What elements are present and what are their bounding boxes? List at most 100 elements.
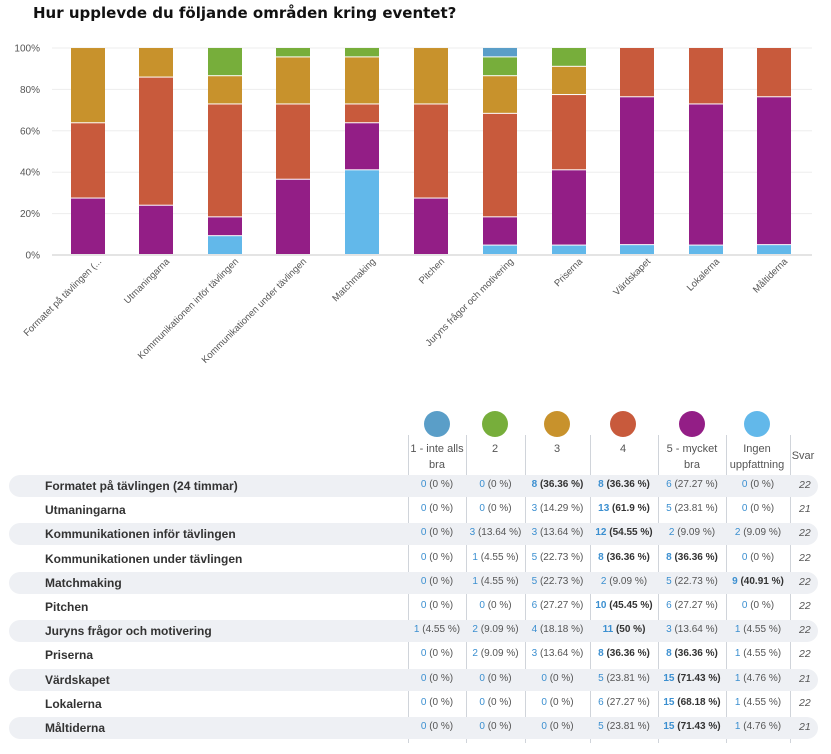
bar-segment[interactable] xyxy=(483,113,517,217)
bar-segment[interactable] xyxy=(620,245,654,254)
bar-segment[interactable] xyxy=(483,217,517,245)
cell-count[interactable]: 12 xyxy=(595,527,607,539)
cell-count[interactable]: 0 xyxy=(479,600,485,611)
bar-segment[interactable] xyxy=(483,245,517,254)
bar-segment[interactable] xyxy=(757,48,791,97)
cell-count[interactable]: 2 xyxy=(472,648,478,660)
bar-segment[interactable] xyxy=(139,77,173,205)
bar-segment[interactable] xyxy=(71,48,105,123)
bar-segment[interactable] xyxy=(345,170,379,254)
cell-count[interactable]: 5 xyxy=(666,503,672,515)
cell-count[interactable]: 2 xyxy=(668,527,675,539)
cell-count[interactable]: 1 xyxy=(734,624,741,636)
cell-count[interactable]: 11 xyxy=(602,624,614,636)
bar-segment[interactable] xyxy=(552,170,586,245)
bar-segment[interactable] xyxy=(552,66,586,95)
cell-count[interactable]: 0 xyxy=(741,600,748,611)
cell-count[interactable]: 0 xyxy=(420,648,427,660)
bar-segment[interactable] xyxy=(552,95,586,170)
cell-count[interactable]: 3 xyxy=(531,527,538,539)
cell-count[interactable]: 2 xyxy=(472,624,478,636)
bar-segment[interactable] xyxy=(345,47,379,57)
bar-segment[interactable] xyxy=(689,48,723,104)
cell-count[interactable]: 1 xyxy=(734,648,741,660)
cell-count[interactable]: 1 xyxy=(472,551,478,563)
cell-count[interactable]: 0 xyxy=(479,479,485,490)
bar-segment[interactable] xyxy=(208,76,242,104)
cell-count[interactable]: 1 xyxy=(472,575,478,587)
cell-count[interactable]: 6 xyxy=(531,600,538,611)
bar-segment[interactable] xyxy=(276,57,310,104)
cell-count[interactable]: 0 xyxy=(420,479,427,490)
bar-segment[interactable] xyxy=(71,123,105,198)
bar-segment[interactable] xyxy=(208,47,242,76)
bar-segment[interactable] xyxy=(757,245,791,254)
cell-count[interactable]: 2 xyxy=(734,527,741,539)
cell-count[interactable]: 0 xyxy=(420,527,427,539)
cell-count[interactable]: 15 xyxy=(663,672,675,684)
cell-count[interactable]: 0 xyxy=(479,721,485,732)
cell-count[interactable]: 15 xyxy=(663,696,675,708)
cell-count[interactable]: 1 xyxy=(734,672,741,684)
cell-count[interactable]: 13 xyxy=(598,503,610,515)
cell-count[interactable]: 2 xyxy=(600,575,607,587)
bar-segment[interactable] xyxy=(414,198,448,254)
cell-count[interactable]: 6 xyxy=(666,600,672,611)
cell-count[interactable]: 0 xyxy=(541,696,547,708)
cell-count[interactable]: 15 xyxy=(663,721,675,732)
bar-segment[interactable] xyxy=(689,245,723,254)
cell-count[interactable]: 3 xyxy=(469,527,476,539)
cell-count[interactable]: 0 xyxy=(420,600,427,611)
cell-count[interactable]: 0 xyxy=(741,551,748,563)
cell-count[interactable]: 3 xyxy=(531,648,538,660)
bar-segment[interactable] xyxy=(345,104,379,123)
cell-count[interactable]: 5 xyxy=(598,721,604,732)
cell-count[interactable]: 1 xyxy=(413,624,420,636)
cell-count[interactable]: 0 xyxy=(420,672,427,684)
cell-count[interactable]: 10 xyxy=(595,600,607,611)
cell-count[interactable]: 3 xyxy=(666,624,672,636)
cell-count[interactable]: 0 xyxy=(541,672,547,684)
bar-segment[interactable] xyxy=(276,104,310,179)
bar-segment[interactable] xyxy=(345,123,379,170)
bar-segment[interactable] xyxy=(689,104,723,245)
cell-count[interactable]: 6 xyxy=(666,479,672,490)
cell-count[interactable]: 0 xyxy=(541,721,547,732)
cell-count[interactable]: 6 xyxy=(598,696,604,708)
bar-segment[interactable] xyxy=(757,97,791,245)
cell-count[interactable]: 0 xyxy=(420,696,427,708)
cell-count[interactable]: 0 xyxy=(420,721,427,732)
cell-count[interactable]: 0 xyxy=(420,551,427,563)
bar-segment[interactable] xyxy=(620,97,654,245)
cell-count[interactable]: 0 xyxy=(420,575,427,587)
cell-count[interactable]: 0 xyxy=(741,503,748,515)
cell-count[interactable]: 0 xyxy=(479,503,485,515)
bar-segment[interactable] xyxy=(139,48,173,77)
bar-segment[interactable] xyxy=(483,47,517,57)
bar-segment[interactable] xyxy=(414,48,448,104)
bar-segment[interactable] xyxy=(483,57,517,76)
bar-segment[interactable] xyxy=(552,245,586,254)
cell-count[interactable]: 0 xyxy=(741,479,748,490)
cell-count[interactable]: 0 xyxy=(420,503,427,515)
cell-count[interactable]: 8 xyxy=(598,551,604,563)
cell-count[interactable]: 8 xyxy=(666,648,672,660)
bar-segment[interactable] xyxy=(276,48,310,57)
bar-segment[interactable] xyxy=(552,48,586,66)
cell-count[interactable]: 1 xyxy=(734,721,741,732)
cell-count[interactable]: 8 xyxy=(598,648,604,660)
bar-segment[interactable] xyxy=(139,205,173,254)
cell-count[interactable]: 3 xyxy=(531,503,538,515)
cell-count[interactable]: 0 xyxy=(479,696,485,708)
cell-count[interactable]: 5 xyxy=(666,575,672,587)
cell-count[interactable]: 5 xyxy=(531,551,538,563)
bar-segment[interactable] xyxy=(276,179,310,254)
cell-count[interactable]: 4 xyxy=(531,624,538,636)
cell-count[interactable]: 8 xyxy=(666,551,672,563)
cell-count[interactable]: 5 xyxy=(531,575,538,587)
cell-count[interactable]: 8 xyxy=(598,479,604,490)
bar-segment[interactable] xyxy=(483,76,517,113)
bar-segment[interactable] xyxy=(208,104,242,217)
cell-count[interactable]: 0 xyxy=(479,672,485,684)
cell-count[interactable]: 5 xyxy=(598,672,604,684)
